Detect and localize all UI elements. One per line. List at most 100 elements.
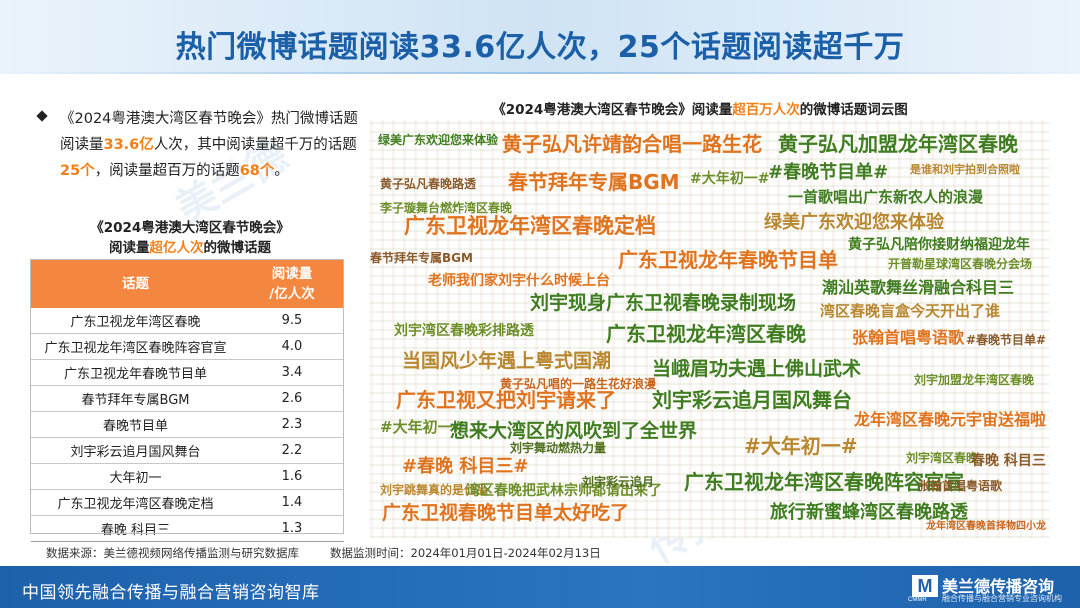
reads-cell: 2.3 bbox=[240, 411, 344, 438]
table-row: 大年初一 1.6 bbox=[30, 463, 344, 490]
cloud-word: 广东卫视龙年春晚节目单 bbox=[618, 248, 838, 272]
summary-mid2: ，阅读量超百万的话题 bbox=[94, 163, 240, 179]
table-header-row: 话题 阅读量/亿人次 bbox=[30, 259, 344, 308]
cloud-word: #大年初一# bbox=[744, 434, 858, 458]
cloud-word: 刘宇湾区春晚 bbox=[906, 451, 979, 465]
cloud-word: 张翰首唱粤语歌 bbox=[852, 328, 965, 347]
cloud-word: 龙年湾区春晚首择物四小龙 bbox=[926, 521, 1046, 532]
cloud-word: 广东卫视春晚节目单太好吃了 bbox=[382, 502, 630, 524]
summary-over-1m: 68个 bbox=[239, 163, 275, 179]
header-reads: 阅读量/亿人次 bbox=[240, 259, 344, 308]
cloud-word: 刘宇跳舞真的是仙品 bbox=[380, 483, 489, 497]
cloud-title: 《2024粤港澳大湾区春节晚会》阅读量超百万人次的微博话题词云图 bbox=[492, 102, 908, 118]
cloud-word: 黄子弘凡春晚路透 bbox=[380, 177, 477, 191]
cloud-word: 黄子弘凡唱的一路生花好浪漫 bbox=[500, 377, 657, 391]
topic-cell: 刘宇彩云追月国风舞台 bbox=[30, 437, 241, 464]
cloud-word: 潮汕英歌舞丝滑融合科目三 bbox=[822, 278, 1015, 297]
topic-cell: 大年初一 bbox=[30, 463, 241, 490]
cloud-word: 广东卫视龙年湾区春晚定档 bbox=[404, 214, 656, 238]
table-row: 广东卫视龙年湾区春晚 9.5 bbox=[30, 307, 344, 334]
footer-bar bbox=[0, 566, 1080, 608]
cmmr-logo-icon: M bbox=[912, 575, 938, 597]
topic-cell: 广东卫视龙年湾区春晚阵容官宣 bbox=[30, 333, 241, 360]
reads-cell: 1.4 bbox=[240, 489, 344, 516]
table-row: 刘宇彩云追月国风舞台 2.2 bbox=[30, 437, 344, 464]
cloud-word: 春晚 科目三 bbox=[971, 453, 1046, 469]
cloud-word: 旅行新蜜蜂湾区春晚路透 bbox=[770, 502, 968, 523]
cloud-word: 一首歌唱出广东新农人的浪漫 bbox=[788, 188, 984, 206]
footer-slogan: 中国领先融合传播与融合营销咨询智库 bbox=[22, 583, 320, 603]
table-row: 广东卫视龙年湾区春晚阵容官宣 4.0 bbox=[30, 333, 344, 360]
cloud-word: 广东卫视龙年湾区春晚 bbox=[606, 322, 806, 346]
cloud-word: 当国风少年遇上粤式国潮 bbox=[402, 350, 612, 372]
summary-total-reads: 33.6亿 bbox=[103, 137, 154, 153]
table-row: 春晚 科目三 1.3 bbox=[30, 515, 344, 542]
table-body: 广东卫视龙年湾区春晚 9.5 广东卫视龙年湾区春晚阵容官宣 4.0 广东卫视龙年春晚节目… bbox=[30, 307, 344, 542]
cloud-word: 黄子弘凡加盟龙年湾区春晚 bbox=[778, 132, 1018, 156]
table-row: 广东卫视龙年春晚节目单 3.4 bbox=[30, 359, 344, 386]
topic-cell: 春节拜年专属BGM bbox=[30, 385, 241, 412]
reads-cell: 2.6 bbox=[240, 385, 344, 412]
cloud-word: 绿美广东欢迎您来体验 bbox=[378, 133, 499, 147]
summary-paragraph: 《2024粤港澳大湾区春节晚会》热门微博话题阅读量33.6亿人次，其中阅读量超千… bbox=[36, 106, 370, 184]
page-title: 热门微博话题阅读33.6亿人次，25个话题阅读超千万 bbox=[175, 30, 905, 65]
cloud-word: 开普勒星球湾区春晚分会场 bbox=[888, 257, 1033, 271]
reads-cell: 9.5 bbox=[240, 307, 344, 334]
summary-over-10m: 25个 bbox=[60, 163, 95, 179]
cloud-word: 张翰首唱粤语歌 bbox=[918, 479, 1003, 493]
company-name: 美兰德传播咨询 bbox=[942, 577, 1055, 596]
topic-reads-table: 话题 阅读量/亿人次 广东卫视龙年湾区春晚 9.5 广东卫视龙年湾区春晚阵容官宣 4.… bbox=[30, 259, 344, 542]
data-source-note: 数据来源：美兰德视频网络传播监测与研究数据库 bbox=[46, 546, 299, 560]
table-row: 春节拜年专属BGM 2.6 bbox=[30, 385, 344, 412]
cloud-word: 湾区春晚把武林宗师都请出来了 bbox=[466, 483, 662, 499]
word-cloud-texture bbox=[370, 120, 1050, 538]
cloud-word: #春晚节目单# bbox=[768, 162, 889, 183]
cloud-word: 当峨眉功夫遇上佛山武术 bbox=[652, 358, 862, 380]
cloud-word: #春晚 科目三# bbox=[402, 456, 529, 477]
cloud-word: 春节拜年专属BGM bbox=[370, 251, 473, 265]
reads-cell: 1.3 bbox=[240, 515, 344, 542]
topic-cell: 广东卫视龙年湾区春晚定档 bbox=[30, 489, 241, 516]
title-band bbox=[0, 0, 1080, 74]
cloud-word: 广东卫视龙年湾区春晚阵容官宣 bbox=[684, 470, 964, 494]
table-caption-highlight: 超亿人次 bbox=[149, 240, 204, 256]
cloud-word: 李子璇舞台燃炸湾区春晚 bbox=[380, 201, 513, 215]
table-row: 春晚节目单 2.3 bbox=[30, 411, 344, 438]
topic-cell: 广东卫视龙年湾区春晚 bbox=[30, 307, 241, 334]
cloud-word: #大年初一# bbox=[690, 171, 770, 187]
reads-cell: 1.6 bbox=[240, 463, 344, 490]
topic-cell: 春晚 科目三 bbox=[30, 515, 241, 542]
cloud-word: 想来大湾区的风吹到了全世界 bbox=[450, 420, 698, 442]
company-tagline: 融合传播与融合营销专业咨询机构 bbox=[942, 594, 1062, 603]
cloud-word: 是谁和刘宇拍到合照啦 bbox=[910, 163, 1020, 176]
table-caption: 《2024粤港澳大湾区春节晚会》 阅读量超亿人次的微博话题 bbox=[30, 218, 350, 258]
cloud-word: 绿美广东欢迎您来体验 bbox=[764, 212, 944, 233]
cloud-word: #大年初一# bbox=[380, 418, 466, 436]
summary-prefix: 《2024粤港澳大湾区春节晚会》热门微博话题阅读量 bbox=[60, 111, 358, 153]
word-cloud: 绿美广东欢迎您来体验 黄子弘凡许靖韵合唱一路生花 黄子弘凡加盟龙年湾区春晚 春节拜年专… bbox=[370, 120, 1050, 538]
cloud-word: 刘宇彩云追月 bbox=[582, 475, 655, 489]
cloud-word: 刘宇舞动燃热力量 bbox=[510, 441, 607, 455]
cloud-word: 广东卫视又把刘宇请来了 bbox=[396, 388, 616, 412]
cloud-title-highlight: 超百万人次 bbox=[732, 102, 800, 118]
summary-mid1: 人次，其中阅读量超千万的话题 bbox=[153, 137, 357, 153]
cloud-word: 龙年湾区春晚元宇宙送福啦 bbox=[854, 410, 1047, 429]
topic-cell: 春晚节目单 bbox=[30, 411, 241, 438]
cloud-word: 刘宇湾区春晚彩排路透 bbox=[394, 323, 534, 339]
cloud-word: 湾区春晚盲盒今天开出了谁 bbox=[820, 302, 1001, 320]
cloud-word: 黄子弘凡陪你接财纳福迎龙年 bbox=[848, 237, 1030, 253]
cloud-word: 刘宇加盟龙年湾区春晚 bbox=[914, 373, 1035, 387]
cmmr-logo-sub: CMMR bbox=[908, 597, 927, 603]
cloud-word: 刘宇现身广东卫视春晚录制现场 bbox=[530, 292, 797, 314]
monitoring-period-note: 数据监测时间：2024年01月01日-2024年02月13日 bbox=[330, 546, 601, 560]
table-caption-line1: 《2024粤港澳大湾区春节晚会》 bbox=[90, 220, 290, 236]
cloud-word: 老师我们家刘宇什么时候上台 bbox=[428, 273, 610, 289]
reads-cell: 2.2 bbox=[240, 437, 344, 464]
header-topic: 话题 bbox=[30, 259, 241, 308]
summary-suffix: 。 bbox=[274, 163, 289, 179]
cloud-word: #春晚节目单# bbox=[966, 333, 1047, 347]
topic-cell: 广东卫视龙年春晚节目单 bbox=[30, 359, 241, 386]
reads-cell: 3.4 bbox=[240, 359, 344, 386]
table-row: 广东卫视龙年湾区春晚定档 1.4 bbox=[30, 489, 344, 516]
table-caption-line2: 阅读量超亿人次的微博话题 bbox=[109, 240, 271, 256]
